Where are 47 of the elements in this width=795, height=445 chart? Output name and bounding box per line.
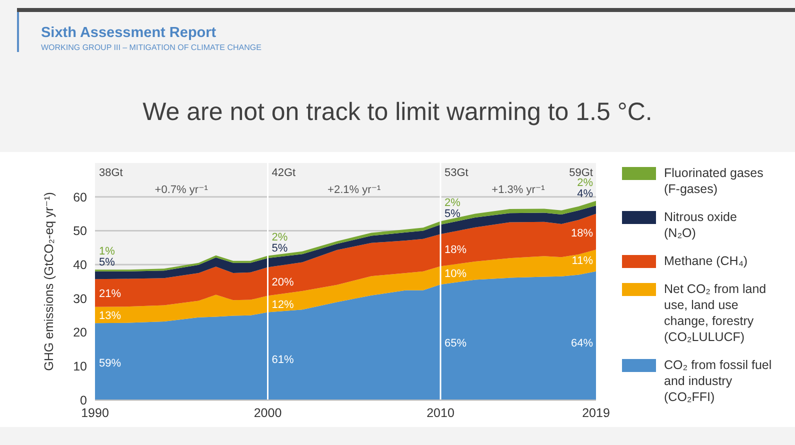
legend-label: Net CO₂ from land use, land use change, forestry (CO₂LULUCF) — [664, 281, 768, 345]
annotation: 21% — [99, 288, 122, 300]
y-tick-label: 50 — [73, 224, 88, 238]
annotation: 13% — [99, 310, 122, 322]
x-tick-label: 1990 — [81, 406, 109, 420]
y-tick-label: 10 — [73, 360, 88, 374]
annotation: 59% — [99, 358, 122, 370]
annotation: 18% — [570, 227, 594, 240]
annotation: 2% — [444, 197, 461, 210]
annotation: 12% — [272, 299, 294, 312]
annotation: 65% — [444, 337, 467, 350]
text: Sixth Assessment Report — [41, 25, 216, 41]
annotation: 1% — [99, 246, 116, 258]
annotation: 2% — [272, 232, 288, 244]
y-tick-label: 60 — [73, 190, 88, 204]
annotation: 42Gt — [272, 166, 296, 179]
text: WORKING GROUP III – MITIGATION OF CLIMATE CHANGE — [41, 43, 262, 52]
annotation: 5% — [444, 208, 461, 220]
x-tick-label: 2019 — [582, 406, 610, 420]
y-axis-title: GHG emissions (GtCO₂-eq yr⁻¹) — [42, 192, 56, 371]
annotation: 11% — [572, 255, 594, 268]
y-tick-label: 0 — [80, 393, 88, 408]
annotation: 18% — [444, 244, 467, 256]
annotation: 61% — [272, 354, 294, 366]
annotation: 38Gt — [99, 166, 123, 179]
annotation: 5% — [272, 242, 288, 255]
annotation: +0.7% yr⁻¹ — [154, 184, 208, 196]
x-tick-label: 2010 — [426, 406, 454, 420]
legend-label: CO₂ from fossil fuel and industry (CO₂FFI) — [664, 357, 772, 405]
annotation: 59Gt — [569, 166, 593, 179]
legend-label: Fluorinated gases (F-gases) — [664, 165, 764, 197]
x-tick-label: 2000 — [254, 406, 282, 420]
annotation: 4% — [577, 188, 594, 200]
chart-title: We are not on track to limit warming to 1.5 °C. — [142, 98, 654, 127]
annotation: 10% — [444, 268, 467, 280]
annotation: 53Gt — [444, 166, 468, 179]
annotation: 20% — [272, 276, 294, 288]
annotation: +1.3% yr⁻¹ — [492, 184, 546, 196]
y-tick-label: 40 — [73, 258, 88, 272]
annotation: 2% — [577, 176, 594, 189]
annotation: 64% — [570, 337, 594, 350]
legend-label: Methane (CH₄) — [664, 253, 749, 269]
legend-label: Nitrous oxide (N₂O) — [664, 209, 738, 241]
y-tick-label: 30 — [73, 292, 88, 306]
annotation: +2.1% yr⁻¹ — [328, 184, 382, 196]
annotation: 5% — [99, 256, 116, 268]
y-tick-label: 20 — [73, 326, 88, 340]
